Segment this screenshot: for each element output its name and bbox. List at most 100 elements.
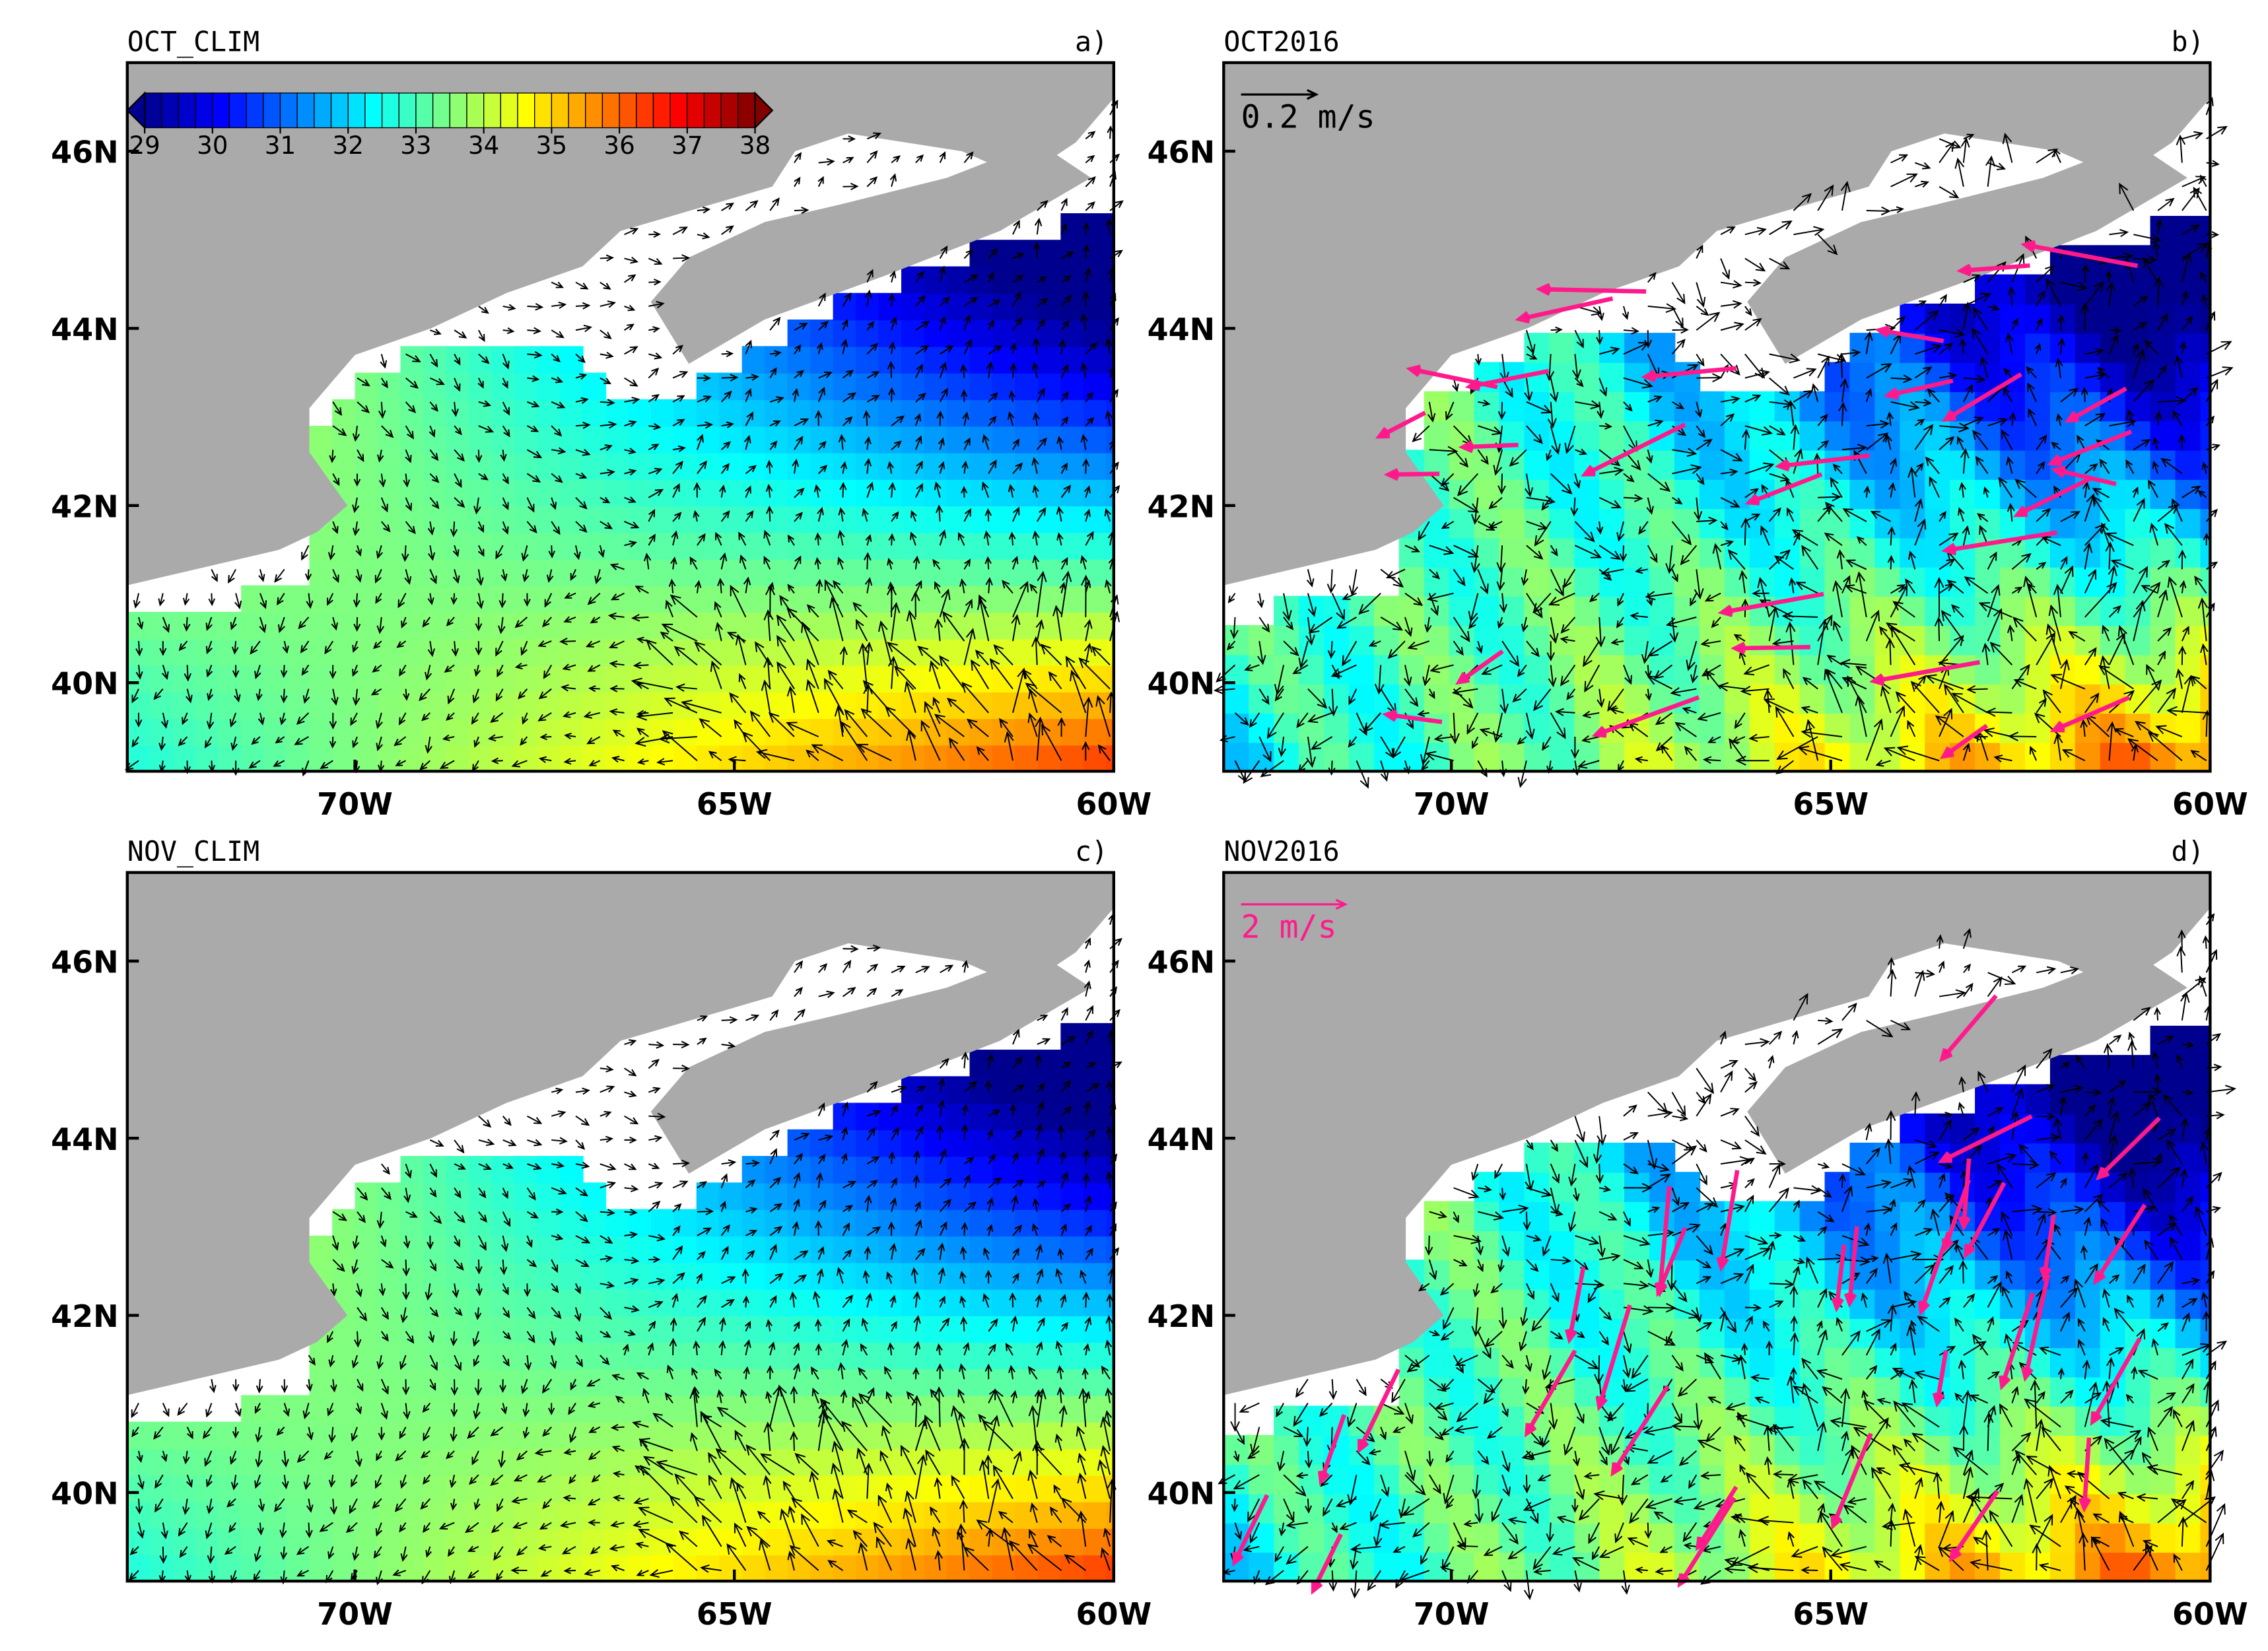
salinity-cell — [1824, 1201, 1851, 1232]
salinity-cell — [946, 426, 971, 454]
salinity-cell — [1874, 742, 1901, 772]
current-vector — [304, 569, 312, 582]
salinity-cell — [833, 479, 857, 507]
salinity-cell — [901, 1182, 925, 1210]
salinity-cell — [1549, 1551, 1575, 1582]
current-vector — [575, 324, 592, 333]
current-vector — [539, 733, 552, 741]
salinity-cell — [1015, 532, 1039, 560]
current-vector — [583, 711, 601, 719]
panel-letter: a) — [1075, 25, 1108, 57]
salinity-cell — [628, 1235, 652, 1264]
salinity-cell — [878, 479, 903, 507]
salinity-cell — [2024, 1405, 2051, 1436]
salinity-cell — [2024, 595, 2051, 626]
salinity-cell — [787, 532, 811, 560]
salinity-cell — [559, 691, 584, 720]
salinity-cell — [468, 1182, 493, 1210]
salinity-cell — [446, 691, 470, 720]
salinity-cell — [1499, 1522, 1525, 1553]
salinity-cell — [1060, 426, 1085, 454]
salinity-cell — [559, 1528, 584, 1556]
salinity-cell — [491, 718, 516, 746]
current-vector — [429, 377, 445, 386]
salinity-cell — [1037, 346, 1062, 374]
salinity-cell — [673, 585, 698, 613]
salinity-cell — [582, 1421, 607, 1450]
current-vector — [624, 448, 636, 455]
salinity-cell — [355, 691, 379, 720]
current-vector — [611, 755, 625, 763]
salinity-cell — [1874, 1172, 1901, 1202]
salinity-cell — [787, 1421, 811, 1450]
salinity-cell — [810, 1341, 834, 1370]
current-vector — [357, 449, 364, 462]
salinity-cell — [309, 585, 333, 613]
salinity-cell — [1874, 683, 1901, 714]
salinity-cell — [878, 1501, 903, 1529]
current-vector — [511, 760, 528, 768]
salinity-cell — [1674, 1260, 1701, 1290]
salinity-cell — [1060, 1528, 1085, 1556]
salinity-cell — [924, 399, 948, 427]
salinity-cell — [878, 426, 903, 454]
current-vector — [454, 497, 465, 508]
salinity-cell — [378, 558, 401, 586]
salinity-cell — [2000, 479, 2026, 510]
current-vector — [500, 450, 507, 462]
salinity-cell — [1223, 683, 1250, 714]
salinity-cell — [1083, 1554, 1107, 1582]
salinity-cell — [2175, 1084, 2201, 1114]
salinity-cell — [2049, 333, 2077, 363]
salinity-cell — [2075, 1113, 2102, 1144]
current-vector — [395, 760, 407, 766]
x-tick-label: 70W — [317, 786, 393, 822]
salinity-cell — [514, 479, 538, 507]
salinity-cell — [878, 320, 903, 347]
salinity-cell — [833, 532, 857, 560]
salinity-cell — [992, 346, 1016, 374]
salinity-cell — [1037, 745, 1062, 772]
salinity-cell — [969, 1102, 994, 1131]
salinity-cell — [378, 585, 401, 613]
salinity-cell — [1925, 508, 1951, 539]
current-vector — [231, 641, 239, 655]
current-vector — [575, 472, 588, 479]
current-vector — [643, 553, 652, 570]
salinity-cell — [1724, 1522, 1751, 1553]
salinity-cell — [810, 1209, 834, 1237]
salinity-cell — [901, 1341, 925, 1370]
salinity-cell — [1874, 1493, 1901, 1524]
salinity-cell — [856, 320, 879, 347]
salinity-cell — [719, 1368, 743, 1396]
salinity-cell — [2175, 566, 2201, 597]
current-vector — [624, 521, 640, 529]
salinity-cell — [1015, 1156, 1039, 1184]
salinity-cell — [1474, 1551, 1500, 1582]
salinity-cell — [309, 1235, 333, 1264]
salinity-cell — [901, 1076, 925, 1104]
salinity-cell — [1060, 1315, 1085, 1343]
current-vector — [502, 521, 509, 535]
salinity-cell — [537, 611, 561, 640]
current-vector — [609, 708, 625, 716]
current-vector — [575, 397, 589, 404]
salinity-cell — [650, 718, 675, 746]
salinity-cell — [1348, 654, 1375, 685]
salinity-cell — [946, 1448, 971, 1476]
salinity-cell — [856, 1262, 879, 1290]
current-vector — [590, 617, 601, 624]
salinity-cell — [1348, 712, 1375, 743]
salinity-cell — [1549, 1230, 1575, 1261]
current-vector — [332, 425, 347, 436]
salinity-cell — [1449, 1405, 1475, 1436]
current-vector — [419, 688, 431, 702]
salinity-cell — [537, 532, 561, 560]
salinity-cell — [559, 1368, 584, 1396]
salinity-cell — [946, 1289, 971, 1316]
salinity-cell — [946, 585, 971, 613]
current-vector — [610, 592, 625, 601]
salinity-cell — [969, 372, 994, 401]
salinity-cell — [856, 292, 879, 321]
salinity-cell — [2125, 391, 2151, 422]
